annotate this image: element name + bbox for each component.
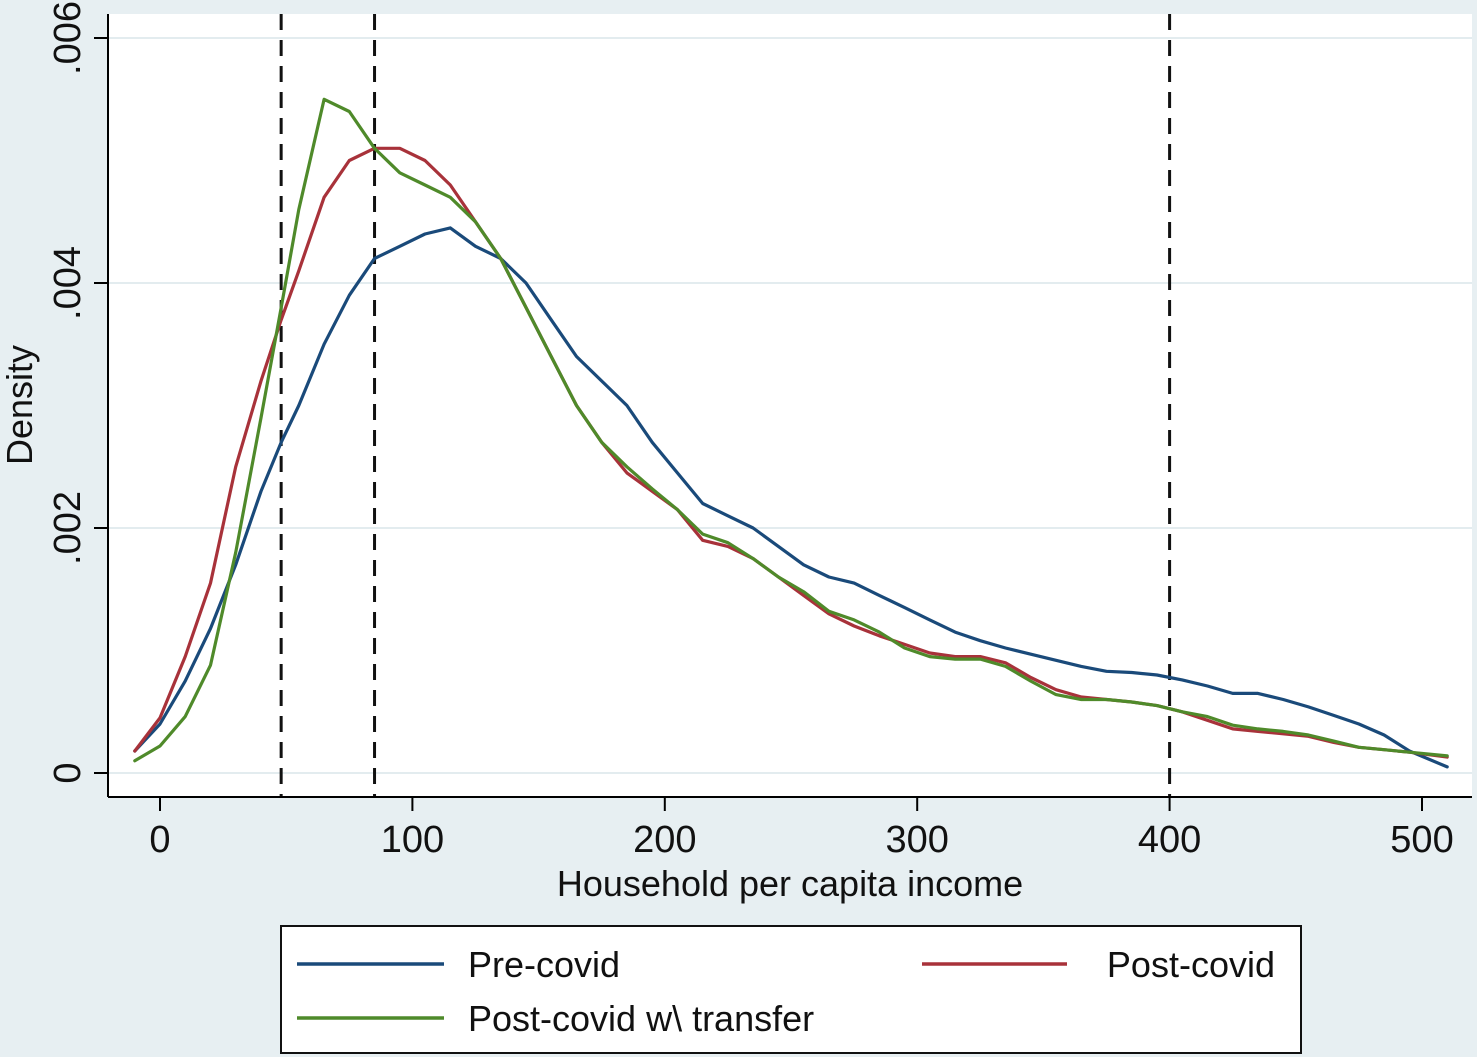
plot-area [108, 14, 1472, 797]
y-tick-label-0: 0 [47, 762, 89, 783]
legend-label-1: Post-covid [1107, 944, 1275, 985]
axes [107, 14, 1472, 798]
legend-label-2: Post-covid w\ transfer [468, 998, 814, 1039]
y-tick-label-2: .004 [47, 246, 89, 320]
x-tick-label-5: 500 [1390, 819, 1453, 861]
reference-lines [279, 14, 1172, 797]
grid-lines [108, 37, 1472, 774]
y-ticks: 0 .002 .004 .006 [47, 1, 108, 784]
x-axis-label: Household per capita income [557, 863, 1023, 904]
series-lines [133, 97, 1449, 769]
y-tick-label-3: .006 [47, 1, 89, 75]
x-tick-label-0: 0 [149, 819, 170, 861]
legend-label-0: Pre-covid [468, 944, 620, 985]
y-tick-label-1: .002 [47, 491, 89, 565]
series-line-0 [133, 226, 1449, 769]
legend: Pre-covid Post-covid Post-covid w\ transfe… [280, 925, 1302, 1054]
series-line-2 [133, 97, 1449, 763]
x-ticks: 0 100 200 300 400 500 [149, 797, 1454, 861]
x-tick-label-2: 200 [633, 819, 696, 861]
x-tick-label-1: 100 [381, 819, 444, 861]
legend-box [280, 925, 1302, 1054]
y-axis-label: Density [0, 345, 40, 465]
x-tick-label-3: 300 [885, 819, 948, 861]
x-tick-label-4: 400 [1138, 819, 1201, 861]
